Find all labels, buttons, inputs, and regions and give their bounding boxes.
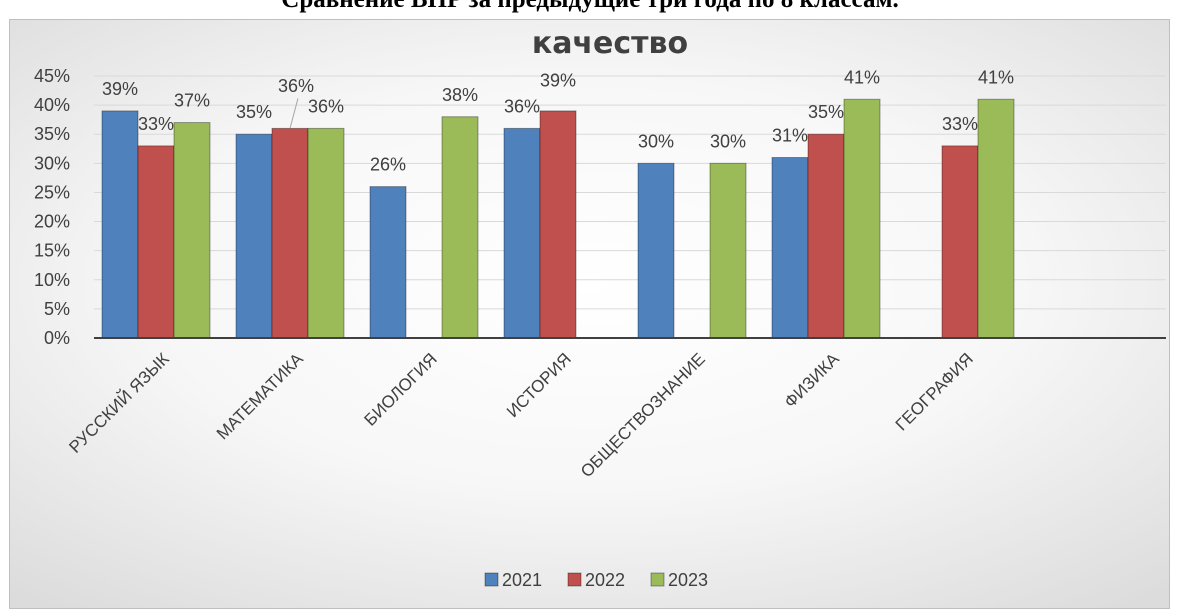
data-label: 38% — [442, 85, 478, 105]
data-label: 37% — [174, 91, 210, 111]
data-label: 36% — [308, 96, 344, 116]
bar-физика-2022 — [807, 133, 845, 339]
category-label-русский-язык: РУССКИЙ ЯЗЫК — [65, 349, 172, 456]
category-label-обществознание: ОБЩЕСТВОЗНАНИЕ — [577, 349, 709, 481]
data-label: 39% — [102, 79, 138, 99]
data-label: 35% — [808, 102, 844, 122]
data-label: 30% — [710, 131, 746, 151]
bar-физика-2023 — [843, 98, 881, 339]
category-label-физика: ФИЗИКА — [781, 349, 844, 412]
y-tick-label: 30% — [34, 153, 70, 173]
data-label: 30% — [638, 131, 674, 151]
bar-математика-2021 — [235, 133, 273, 339]
data-label: 39% — [540, 70, 576, 90]
y-tick-label: 15% — [34, 241, 70, 261]
bar-история-2021 — [503, 127, 541, 339]
legend-label-2023: 2023 — [668, 570, 708, 590]
bar-биология-2023 — [441, 116, 479, 339]
legend-swatch-2021 — [484, 572, 499, 587]
data-label: 33% — [942, 114, 978, 134]
chart-legend: 2021 2022 2023 — [484, 570, 708, 590]
y-tick-label: 10% — [34, 270, 70, 290]
bar-география-2023 — [977, 98, 1015, 339]
bar-физика-2021 — [771, 157, 809, 339]
y-tick-label: 40% — [34, 95, 70, 115]
data-label: 31% — [772, 126, 808, 146]
bar-обществознание-2023 — [709, 162, 747, 339]
bar-история-2022 — [539, 110, 577, 339]
y-tick-label: 5% — [44, 299, 70, 319]
y-tick-label: 25% — [34, 182, 70, 202]
bar-математика-2023 — [307, 127, 345, 339]
data-label: 36% — [504, 96, 540, 116]
y-tick-label: 35% — [34, 124, 70, 144]
chart-frame: 39% 33% 37% 35% 36% 36% 26% 38% 36% 39% 30% 30% 31% 3… — [9, 19, 1170, 609]
legend-swatch-2022 — [567, 572, 582, 587]
data-label: 41% — [844, 67, 880, 87]
y-tick-label: 45% — [34, 66, 70, 86]
bar-география-2022 — [941, 145, 979, 339]
bar-математика-2022 — [271, 127, 309, 339]
y-tick-label: 0% — [44, 328, 70, 348]
bar-chart: 39%33%37%35%36%36%26%38%36%39%30% 30% 31%3… — [34, 26, 1166, 590]
data-label: 36% — [278, 76, 314, 96]
document-heading: Сравнение ВПР за предыдущие три года по … — [0, 0, 1180, 14]
data-label-leader — [289, 98, 299, 129]
data-label: 26% — [370, 155, 406, 175]
bar-обществознание-2021 — [637, 162, 675, 339]
bar-биология-2021 — [369, 186, 407, 339]
data-label: 33% — [138, 114, 174, 134]
category-label-математика: МАТЕМАТИКА — [213, 349, 307, 443]
legend-label-2022: 2022 — [585, 570, 625, 590]
legend-label-2021: 2021 — [502, 570, 542, 590]
data-label: 35% — [236, 102, 272, 122]
data-label: 41% — [978, 67, 1014, 87]
chart-title: качество — [532, 26, 688, 61]
legend-swatch-2023 — [650, 572, 665, 587]
category-label-история: ИСТОРИЯ — [503, 349, 575, 421]
category-label-география: ГЕОГРАФИЯ — [892, 349, 977, 434]
bar-русский-язык-2023 — [173, 122, 211, 339]
y-tick-label: 20% — [34, 212, 70, 232]
bar-русский-язык-2022 — [137, 145, 175, 339]
category-label-биология: БИОЛОГИЯ — [361, 349, 441, 429]
bar-русский-язык-2021 — [101, 110, 139, 339]
